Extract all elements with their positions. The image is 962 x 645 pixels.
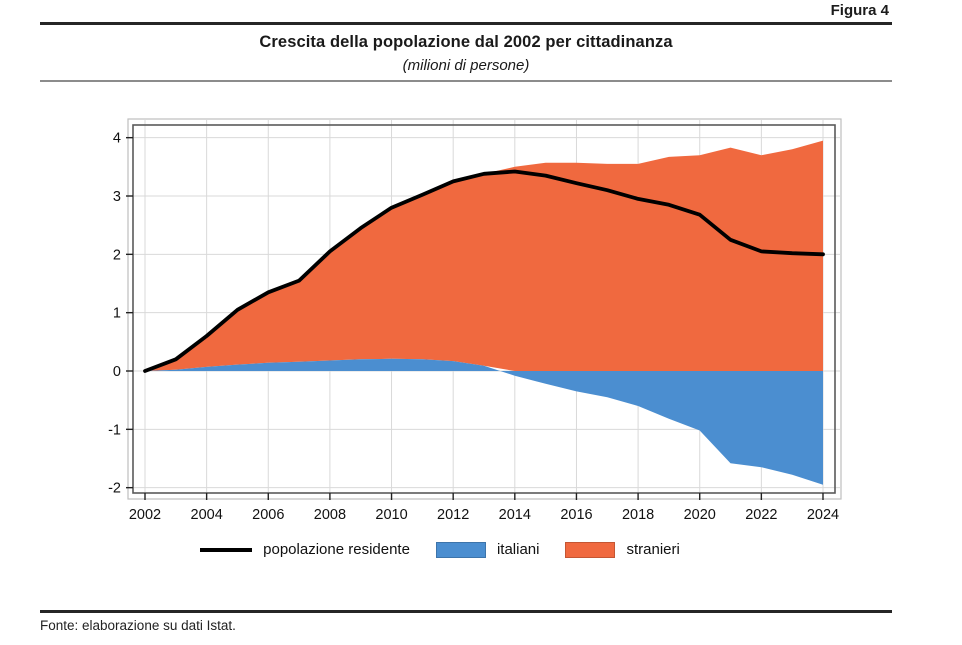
legend-label-residente: popolazione residente <box>263 541 410 558</box>
chart-legend: popolazione residente italiani stranieri <box>40 541 840 558</box>
chart-title: Crescita della popolazione dal 2002 per … <box>259 33 673 51</box>
x-axis-tick-label: 2024 <box>807 507 839 523</box>
x-axis-tick-label: 2004 <box>191 507 223 523</box>
x-axis-tick-label: 2012 <box>437 507 469 523</box>
italiani-area <box>145 358 823 485</box>
header-rule <box>40 80 892 82</box>
y-axis-tick-label: -1 <box>108 422 121 438</box>
plot-frame <box>132 124 836 494</box>
legend-label-stranieri: stranieri <box>626 541 680 558</box>
legend-item-stranieri: stranieri <box>565 541 680 558</box>
x-axis-tick-label: 2014 <box>499 507 531 523</box>
y-axis-tick-label: 3 <box>113 189 121 205</box>
x-axis-tick-label: 2020 <box>684 507 716 523</box>
footer-rule <box>40 610 892 613</box>
x-axis-tick-label: 2002 <box>129 507 161 523</box>
source-note: Fonte: elaborazione su dati Istat. <box>40 618 236 633</box>
stranieri-swatch <box>565 541 616 558</box>
x-axis-tick-label: 2016 <box>560 507 592 523</box>
x-axis-tick-label: 2018 <box>622 507 654 523</box>
legend-item-residente: popolazione residente <box>200 541 410 558</box>
x-axis-tick-label: 2008 <box>314 507 346 523</box>
y-axis-tick-label: 2 <box>113 247 121 263</box>
italiani-swatch <box>435 541 486 558</box>
stranieri-area <box>145 140 823 371</box>
x-axis-tick-label: 2006 <box>252 507 284 523</box>
residente-line-swatch <box>200 547 253 552</box>
y-axis-tick-label: 1 <box>113 306 121 322</box>
y-axis-tick-label: -2 <box>108 481 121 497</box>
figure-number-label: Figura 4 <box>830 2 889 19</box>
residente-line <box>143 169 825 373</box>
y-axis-tick-label: 4 <box>113 131 121 147</box>
x-axis-tick-label: 2010 <box>375 507 407 523</box>
plot-outer-frame <box>127 118 842 500</box>
legend-label-italiani: italiani <box>496 541 540 558</box>
top-rule <box>40 22 892 25</box>
chart-subtitle: (milioni di persone) <box>402 57 530 74</box>
x-axis-tick-label: 2022 <box>745 507 777 523</box>
y-axis-tick-label: 0 <box>113 364 121 380</box>
legend-item-italiani: italiani <box>435 541 540 558</box>
